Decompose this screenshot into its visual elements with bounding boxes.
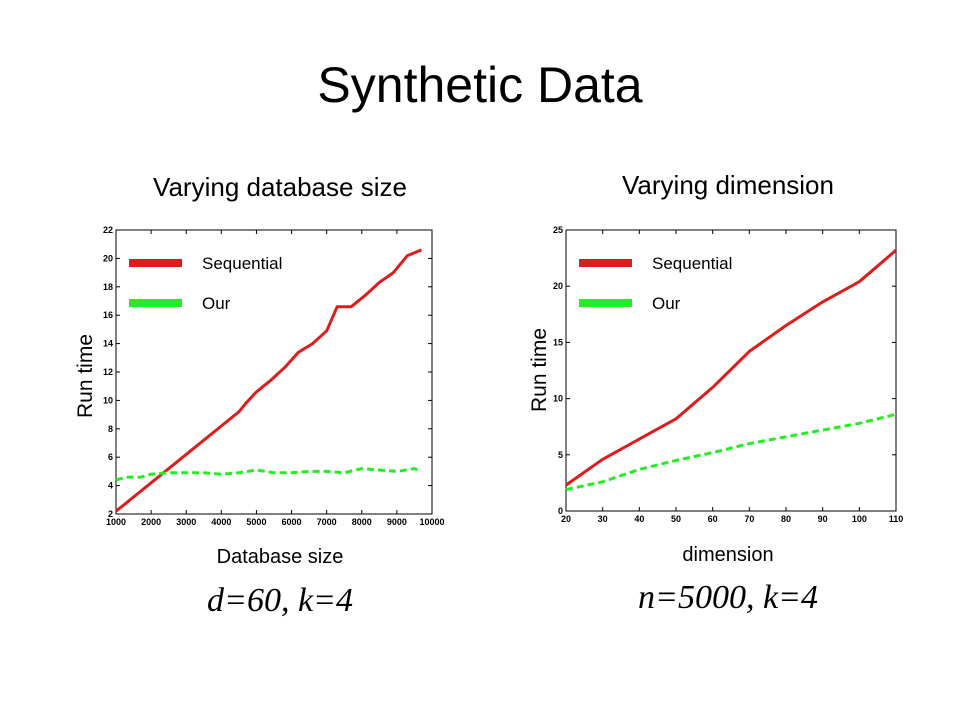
y-tick-label: 2 <box>108 509 113 519</box>
params-dimension: n=5000, k=4 <box>638 579 818 616</box>
y-tick-label: 14 <box>103 339 113 349</box>
x-axis-label-dimension: dimension <box>682 544 774 566</box>
series-line-sequential <box>115 248 423 513</box>
x-tick-label: 110 <box>889 514 904 524</box>
y-tick-label: 25 <box>553 225 563 235</box>
panel-title-dimension: Varying dimension <box>622 170 834 200</box>
y-tick-label: 5 <box>558 450 563 460</box>
panel-title-database-size: Varying database size <box>153 172 407 202</box>
x-tick-label: 80 <box>781 514 791 524</box>
y-tick-label: 20 <box>103 253 113 263</box>
x-axis-label-database-size: Database size <box>216 546 344 568</box>
y-axis-label-database-size: Run time <box>74 333 97 419</box>
y-tick-label: 22 <box>103 225 113 235</box>
y-axis-label-dimension: Run time <box>528 327 551 413</box>
series-line-our <box>565 412 897 492</box>
y-tick-label: 12 <box>103 367 113 377</box>
x-tick-label: 50 <box>671 514 681 524</box>
legend-swatch-our <box>579 299 632 307</box>
legend-label-our: Our <box>652 294 681 313</box>
x-tick-label: 60 <box>708 514 718 524</box>
chart-dimension: 20 30 40 50 60 70 80 90 100 110 0 5 10 15 20 25 Sequenti… <box>553 225 904 524</box>
x-tick-label: 7000 <box>317 517 337 527</box>
x-tick-label: 70 <box>744 514 754 524</box>
x-tick-label: 90 <box>818 514 828 524</box>
x-tick-label: 5000 <box>246 517 266 527</box>
x-tick-label: 8000 <box>352 517 372 527</box>
legend-label-our: Our <box>202 294 231 313</box>
legend-swatch-sequential <box>579 259 632 267</box>
y-tick-label: 8 <box>108 424 113 434</box>
y-tick-label: 18 <box>103 282 113 292</box>
plot-frame <box>115 229 433 515</box>
slide-title: Synthetic Data <box>317 57 643 113</box>
x-tick-label: 40 <box>634 514 644 524</box>
y-tick-label: 4 <box>108 481 113 491</box>
x-tick-label: 3000 <box>176 517 196 527</box>
y-tick-label: 6 <box>108 452 113 462</box>
y-tick-label: 20 <box>553 281 563 291</box>
series-line-sequential <box>565 249 897 487</box>
x-tick-label: 2000 <box>141 517 161 527</box>
x-tick-label: 100 <box>852 514 867 524</box>
params-database-size: d=60, k=4 <box>207 582 353 619</box>
x-tick-label: 4000 <box>211 517 231 527</box>
x-tick-label: 20 <box>561 514 571 524</box>
chart-database-size: 1000 2000 3000 4000 5000 6000 7000 8000 9000 1000… <box>103 225 445 527</box>
legend-label-sequential: Sequential <box>652 254 732 273</box>
legend-swatch-sequential <box>129 259 182 267</box>
x-tick-label: 9000 <box>387 517 407 527</box>
y-tick-label: 10 <box>553 394 563 404</box>
series-line-our <box>115 467 423 482</box>
legend-label-sequential: Sequential <box>202 254 282 273</box>
y-tick-label: 15 <box>553 337 563 347</box>
y-tick-label: 10 <box>103 395 113 405</box>
x-tick-label: 10000 <box>419 517 444 527</box>
y-tick-label: 16 <box>103 310 113 320</box>
y-tick-label: 0 <box>558 506 563 516</box>
legend-swatch-our <box>129 299 182 307</box>
x-tick-label: 30 <box>598 514 608 524</box>
x-tick-label: 6000 <box>282 517 302 527</box>
x-tick-label: 1000 <box>106 517 126 527</box>
